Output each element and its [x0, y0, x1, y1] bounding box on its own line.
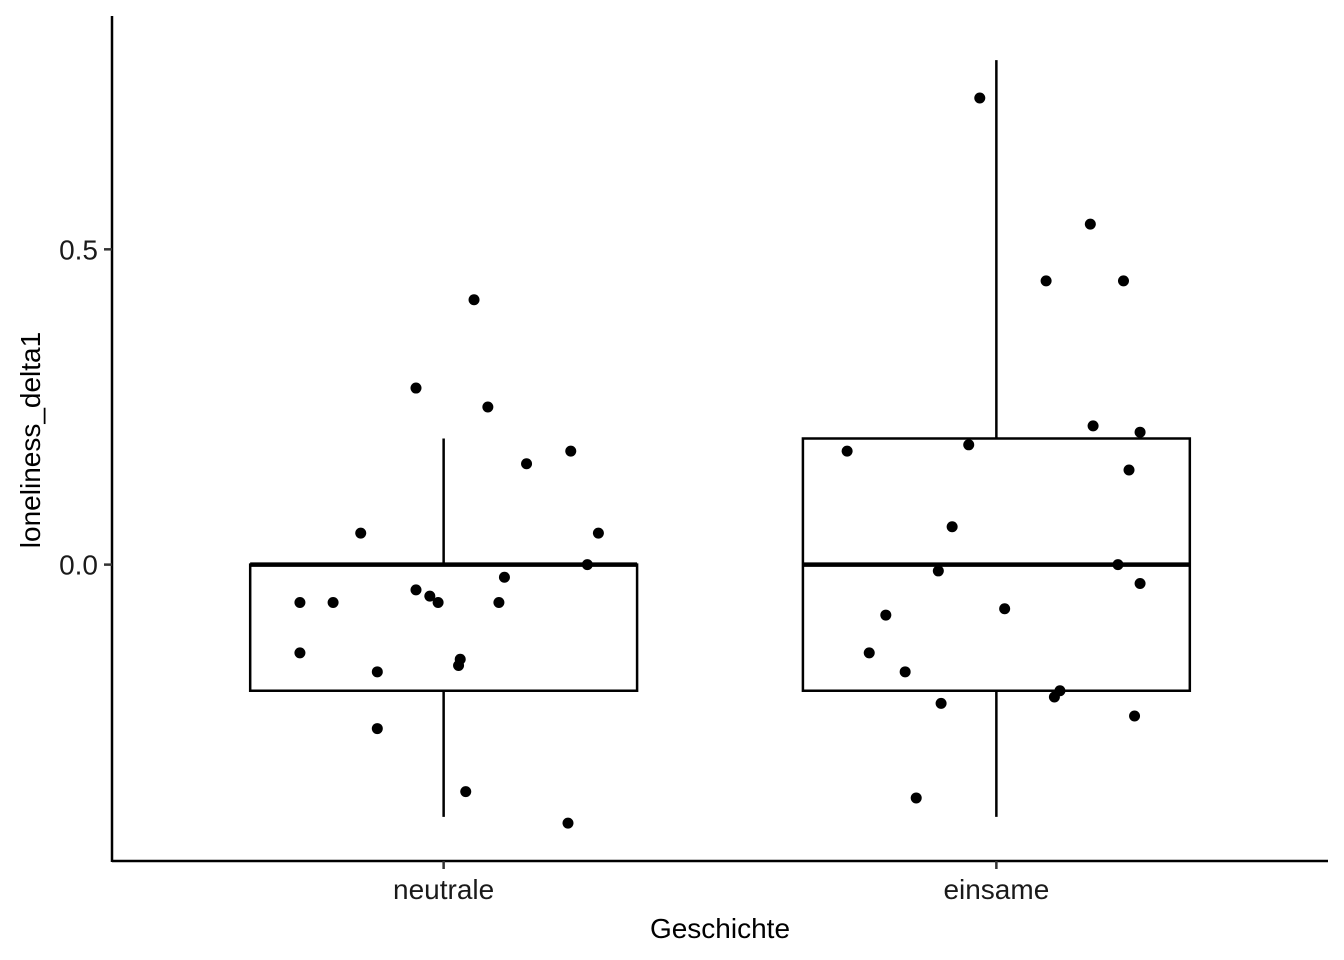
data-point [1084, 218, 1096, 230]
data-point [1123, 464, 1135, 476]
data-point [910, 792, 922, 804]
boxes-layer [248, 60, 1192, 817]
y-tick-label: 0.0 [59, 550, 98, 581]
data-point [355, 527, 367, 539]
x-tick-label: neutrale [393, 874, 494, 905]
y-axis-title: loneliness_delta1 [15, 332, 46, 548]
box-iqr [248, 563, 639, 692]
data-point [1129, 710, 1141, 722]
data-point [932, 565, 944, 577]
data-point [1134, 578, 1146, 590]
data-point [935, 697, 947, 709]
data-point [460, 786, 472, 798]
data-point [1040, 275, 1052, 287]
data-point [1112, 559, 1124, 571]
data-point [432, 596, 444, 608]
data-point [1087, 420, 1099, 432]
data-point [592, 527, 604, 539]
data-point [841, 445, 853, 457]
x-tick-label: einsame [943, 874, 1049, 905]
data-point [424, 590, 436, 602]
data-point [974, 92, 986, 104]
data-point [294, 647, 306, 659]
data-point [371, 723, 383, 735]
data-point [453, 660, 465, 672]
points-layer [294, 92, 1146, 829]
y-tick-label: 0.5 [59, 234, 98, 265]
x-axis-title: Geschichte [650, 913, 790, 944]
box-einsame [801, 60, 1192, 817]
data-point [468, 294, 480, 306]
data-point [294, 596, 306, 608]
data-point [371, 666, 383, 678]
ticks-layer: 0.0 0.5 neutrale einsame [59, 234, 1049, 905]
data-point [946, 521, 958, 533]
data-point [581, 559, 593, 571]
data-point [562, 817, 574, 829]
data-point [410, 584, 422, 596]
data-point [482, 401, 494, 413]
data-point [899, 666, 911, 678]
data-point [410, 382, 422, 394]
data-point [1117, 275, 1129, 287]
axes-layer [110, 16, 1328, 863]
data-point [521, 458, 533, 470]
data-point [999, 603, 1011, 615]
data-point [327, 596, 339, 608]
data-point [565, 445, 577, 457]
data-point [498, 571, 510, 583]
data-point [863, 647, 875, 659]
data-point [1048, 691, 1060, 703]
data-point [1134, 426, 1146, 438]
data-point [963, 439, 975, 451]
box-neutrale [248, 438, 639, 817]
data-point [880, 609, 892, 621]
data-point [493, 596, 505, 608]
